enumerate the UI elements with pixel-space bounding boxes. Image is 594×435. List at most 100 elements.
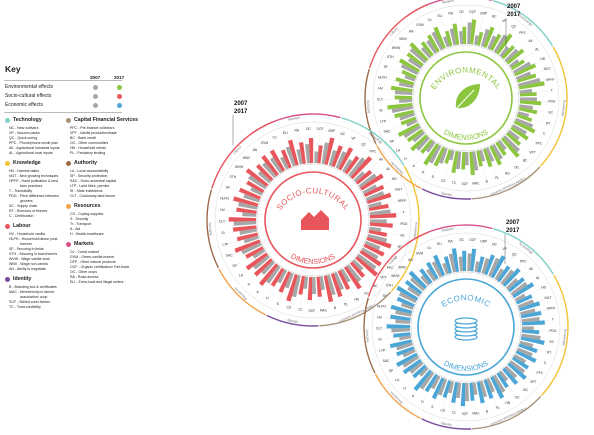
bar-2007 (404, 74, 416, 82)
bar-2007 (357, 253, 377, 270)
bar-2017 (514, 63, 537, 77)
bar-2017 (495, 141, 507, 157)
bar-2007 (285, 146, 296, 167)
center-title-bottom: DIMENSIONS (442, 359, 489, 374)
bar-2017 (518, 81, 545, 90)
category-markets: Markets (66, 241, 94, 247)
bar-2007 (364, 240, 381, 251)
bar-2007 (515, 117, 534, 129)
spoke-label: HLPH (220, 196, 229, 200)
list-item: HLPH - Household labour post- (9, 237, 59, 241)
bar-2007 (391, 328, 411, 333)
bar-2007 (485, 147, 495, 162)
bar-2017 (469, 151, 475, 176)
technology-color-dot (5, 117, 10, 123)
bar-2017 (398, 58, 420, 73)
spoke-label: ONP (480, 12, 488, 16)
bar-2007 (319, 276, 325, 291)
bar-2007 (458, 31, 464, 45)
spoke-label: C (544, 361, 547, 365)
bar-2017 (245, 252, 268, 271)
bar-2017 (337, 270, 351, 290)
bar-2017 (409, 42, 429, 62)
bar-2017 (390, 314, 411, 321)
bar-2017 (511, 356, 529, 370)
spoke-label: MAC (472, 181, 480, 185)
bar-2017 (238, 187, 261, 200)
inner-ring (410, 271, 522, 383)
bar-2017 (401, 69, 417, 79)
bar-2007 (442, 262, 450, 275)
spoke-label: S (277, 302, 280, 306)
ring-label: Knowledge (561, 100, 567, 117)
list-item: PPC - Phone/phone credit plan (9, 141, 58, 145)
list-item: GVM - Green-vanilla market (70, 255, 115, 259)
outer-circle (372, 4, 560, 192)
center-title-bottom: DIMENSIONS (442, 127, 489, 142)
spoke-label: HPFP (546, 78, 556, 82)
bar-2017 (496, 372, 509, 389)
bar-2017 (245, 246, 264, 259)
spoke-label: LTP (223, 243, 230, 247)
spoke-label: MAC (472, 411, 480, 415)
spoke-label: LA (395, 378, 400, 382)
bar-2007 (420, 275, 431, 286)
spoke-label: SC (548, 111, 553, 115)
list-item: A - Aid (70, 227, 81, 231)
bar-2007 (518, 78, 541, 87)
spoke-label: OC (364, 291, 370, 295)
effect-dot-env-2017 (117, 85, 122, 90)
bar-2017 (298, 142, 306, 164)
spoke-label: A (257, 290, 260, 294)
spoke-label: T (551, 89, 553, 93)
spoke-label: VPT (529, 150, 535, 154)
spoke-label: OC (306, 127, 312, 131)
spoke-label: SC (400, 234, 405, 238)
knowledge-color-dot (5, 160, 10, 166)
spoke-label: NGT (545, 296, 552, 300)
ring-arc-capital-financial-services (472, 166, 541, 200)
spoke-label: HD (392, 177, 397, 181)
bar-2017 (386, 324, 411, 329)
bar-2007 (479, 380, 488, 398)
bar-2017 (355, 169, 373, 185)
spoke-label: LA (396, 149, 401, 153)
ring-arc-authority (206, 189, 220, 269)
bar-2007 (509, 360, 526, 374)
bar-2017 (490, 255, 506, 279)
bar-2007 (481, 258, 490, 275)
spoke-label: STH (230, 175, 237, 179)
bar-2017 (270, 267, 285, 287)
bar-2007 (312, 276, 317, 295)
bar-2017 (452, 23, 460, 45)
resources-color-dot (66, 203, 71, 209)
spoke-label: LTP (379, 349, 386, 353)
spoke-label: BC (523, 388, 528, 392)
bar-2007 (367, 233, 388, 243)
bar-2007 (458, 256, 464, 272)
bar-2007 (426, 39, 438, 54)
bar-2017 (462, 250, 467, 272)
spoke-label: ELI (437, 14, 442, 18)
bar-2007 (398, 81, 414, 89)
bar-2017 (431, 377, 445, 400)
bar-2017 (469, 382, 475, 401)
ring-arc-technology (492, 228, 554, 275)
spoke-label: NC (340, 132, 345, 136)
spoke-label: WVW (391, 274, 400, 278)
bar-2017 (496, 33, 513, 55)
spoke-label: PL (344, 303, 348, 307)
spoke-label: SC (549, 340, 554, 344)
spoke-label: VPT (380, 276, 386, 280)
bar-2017 (521, 320, 545, 326)
spoke-label: WVW (392, 46, 401, 50)
spoke-label: QC (512, 253, 518, 257)
bar-2017 (462, 26, 467, 45)
bar-2007 (443, 36, 450, 48)
bar-2007 (519, 104, 534, 110)
ring-arc-resources (218, 268, 267, 316)
bar-2017 (369, 213, 397, 219)
bar-2017 (396, 285, 419, 301)
bar-2017 (497, 265, 511, 283)
